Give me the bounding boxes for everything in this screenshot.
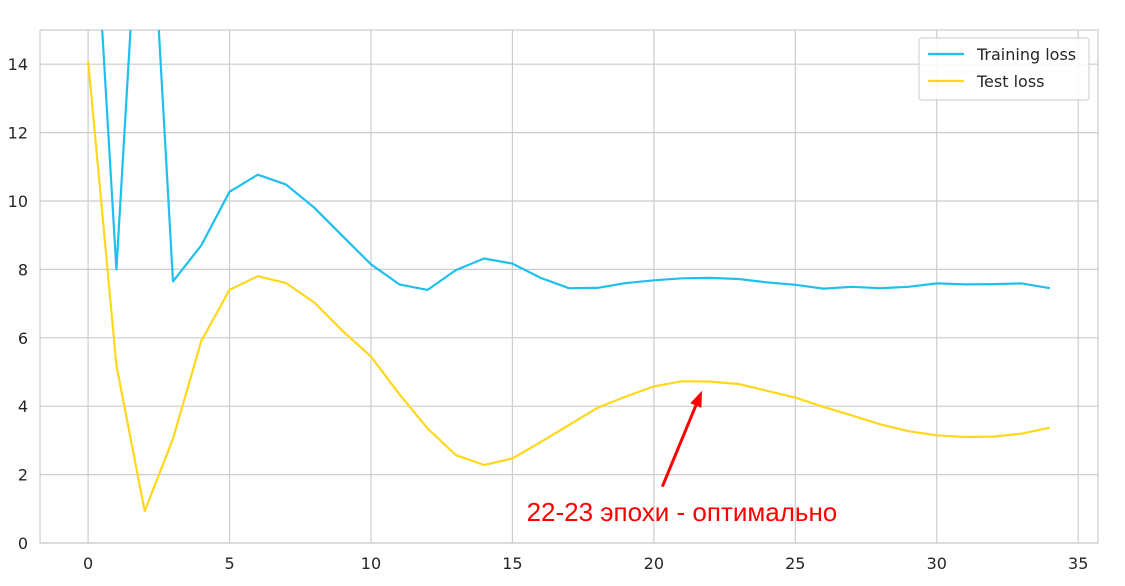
y-tick-labels: 0 2 4 6 8 10 12 14	[8, 55, 28, 553]
y-tick-label: 6	[18, 329, 28, 348]
annotation: 22-23 эпохи - оптимально	[527, 390, 838, 527]
y-tick-label: 10	[8, 192, 28, 211]
x-tick-label: 0	[83, 554, 93, 573]
y-tick-label: 2	[18, 466, 28, 485]
x-tick-label: 35	[1068, 554, 1088, 573]
series-layer	[87, 30, 1051, 513]
x-tick-label: 5	[224, 554, 234, 573]
x-tick-labels: 0 5 10 15 20 25 30 35	[83, 554, 1088, 573]
series-line-training-loss	[101, 30, 1051, 291]
series-line-test-loss	[87, 60, 1051, 513]
x-tick-label: 15	[502, 554, 522, 573]
x-tick-label: 25	[785, 554, 805, 573]
annotation-arrow-head	[690, 390, 702, 408]
grid-vertical-lines	[87, 30, 1079, 543]
legend-label: Test loss	[976, 72, 1045, 91]
y-tick-label: 8	[18, 260, 28, 279]
y-tick-label: 0	[18, 534, 28, 553]
x-tick-label: 10	[361, 554, 381, 573]
annotation-arrow-shaft	[660, 405, 698, 488]
y-tick-label: 14	[8, 55, 28, 74]
x-tick-label: 20	[644, 554, 664, 573]
y-tick-label: 12	[8, 124, 28, 143]
legend: Training loss Test loss	[918, 37, 1090, 101]
x-tick-label: 30	[927, 554, 947, 573]
plot-frame	[39, 29, 1099, 544]
legend-label: Training loss	[976, 45, 1076, 64]
annotation-text: 22-23 эпохи - оптимально	[527, 497, 838, 527]
grid-horizontal-lines	[40, 63, 1098, 544]
y-tick-label: 4	[18, 397, 28, 416]
